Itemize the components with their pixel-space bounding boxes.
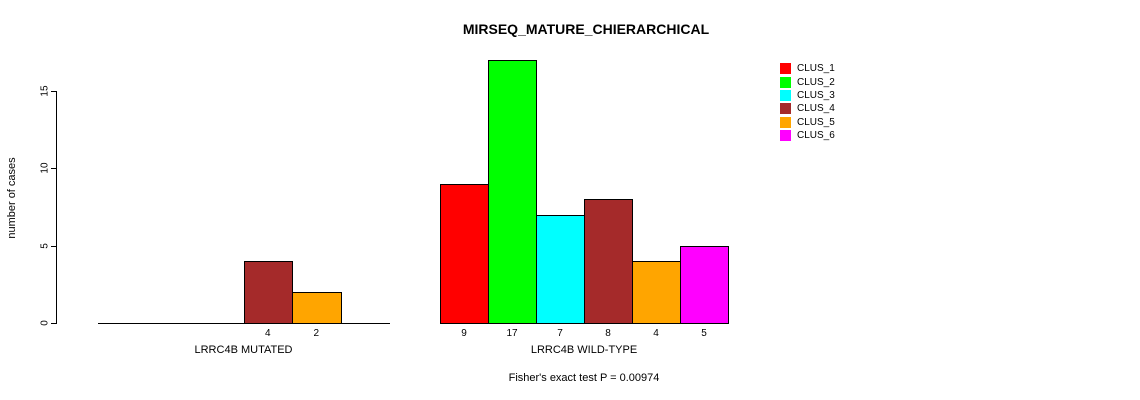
legend-swatch-icon bbox=[780, 116, 791, 128]
legend-label: CLUS_4 bbox=[797, 103, 835, 115]
legend-item: CLUS_1 bbox=[780, 62, 835, 75]
y-tick-label: 5 bbox=[39, 242, 51, 249]
y-tick-mark bbox=[51, 168, 56, 170]
group-label: LRRC4B MUTATED bbox=[194, 344, 293, 356]
y-axis-line bbox=[56, 91, 57, 324]
legend-swatch-icon bbox=[780, 89, 791, 101]
y-tick-mark bbox=[51, 91, 56, 92]
bar-value-label: 5 bbox=[701, 328, 707, 339]
bar-value-label: 7 bbox=[557, 328, 563, 339]
legend-label: CLUS_5 bbox=[797, 116, 835, 128]
bar-value-label: 2 bbox=[313, 328, 320, 339]
y-tick-mark bbox=[51, 245, 56, 247]
legend-item: CLUS_6 bbox=[780, 129, 835, 142]
y-tick-label: 15 bbox=[39, 85, 51, 97]
y-axis-title: number of cases bbox=[6, 157, 18, 239]
bar-clus_6-group-2 bbox=[680, 245, 729, 324]
legend-label: CLUS_2 bbox=[797, 76, 835, 88]
legend-swatch-icon bbox=[780, 63, 791, 75]
legend: CLUS_1 CLUS_2 CLUS_3 CLUS_4 CLUS_5 CLUS_6 bbox=[780, 62, 835, 142]
y-tick-mark bbox=[51, 323, 56, 324]
y-tick-label: 10 bbox=[39, 162, 51, 174]
bar-value-label: 4 bbox=[264, 328, 271, 339]
bar-clus_3-group-2 bbox=[536, 214, 585, 324]
legend-item: CLUS_5 bbox=[780, 116, 835, 129]
bar-value-label: 8 bbox=[605, 328, 611, 339]
bar-clus_4-group-1 bbox=[243, 261, 293, 324]
bar-value-label: 9 bbox=[461, 328, 467, 339]
footer-annotation: Fisher's exact test P = 0.00974 bbox=[508, 372, 660, 384]
bar-clus_5-group-2 bbox=[632, 261, 681, 324]
bar-clus_2-group-2 bbox=[488, 60, 537, 324]
bar-clus_1-group-2 bbox=[440, 183, 489, 324]
legend-label: CLUS_1 bbox=[797, 63, 835, 75]
bar-value-label: 17 bbox=[506, 328, 518, 339]
y-tick-label: 0 bbox=[39, 320, 51, 326]
legend-item: CLUS_3 bbox=[780, 89, 835, 102]
legend-swatch-icon bbox=[780, 103, 791, 115]
bar-clus_5-group-1 bbox=[292, 292, 342, 324]
legend-item: CLUS_2 bbox=[780, 75, 835, 88]
legend-swatch-icon bbox=[780, 130, 791, 142]
chart-title: MIRSEQ_MATURE_CHIERARCHICAL bbox=[462, 21, 710, 37]
group-label: LRRC4B WILD-TYPE bbox=[530, 344, 638, 356]
bar-clus_4-group-2 bbox=[584, 199, 633, 324]
bar-value-label: 4 bbox=[653, 328, 659, 339]
legend-label: CLUS_3 bbox=[797, 89, 835, 101]
legend-swatch-icon bbox=[780, 76, 791, 88]
legend-item: CLUS_4 bbox=[780, 102, 835, 115]
legend-label: CLUS_6 bbox=[797, 130, 835, 142]
